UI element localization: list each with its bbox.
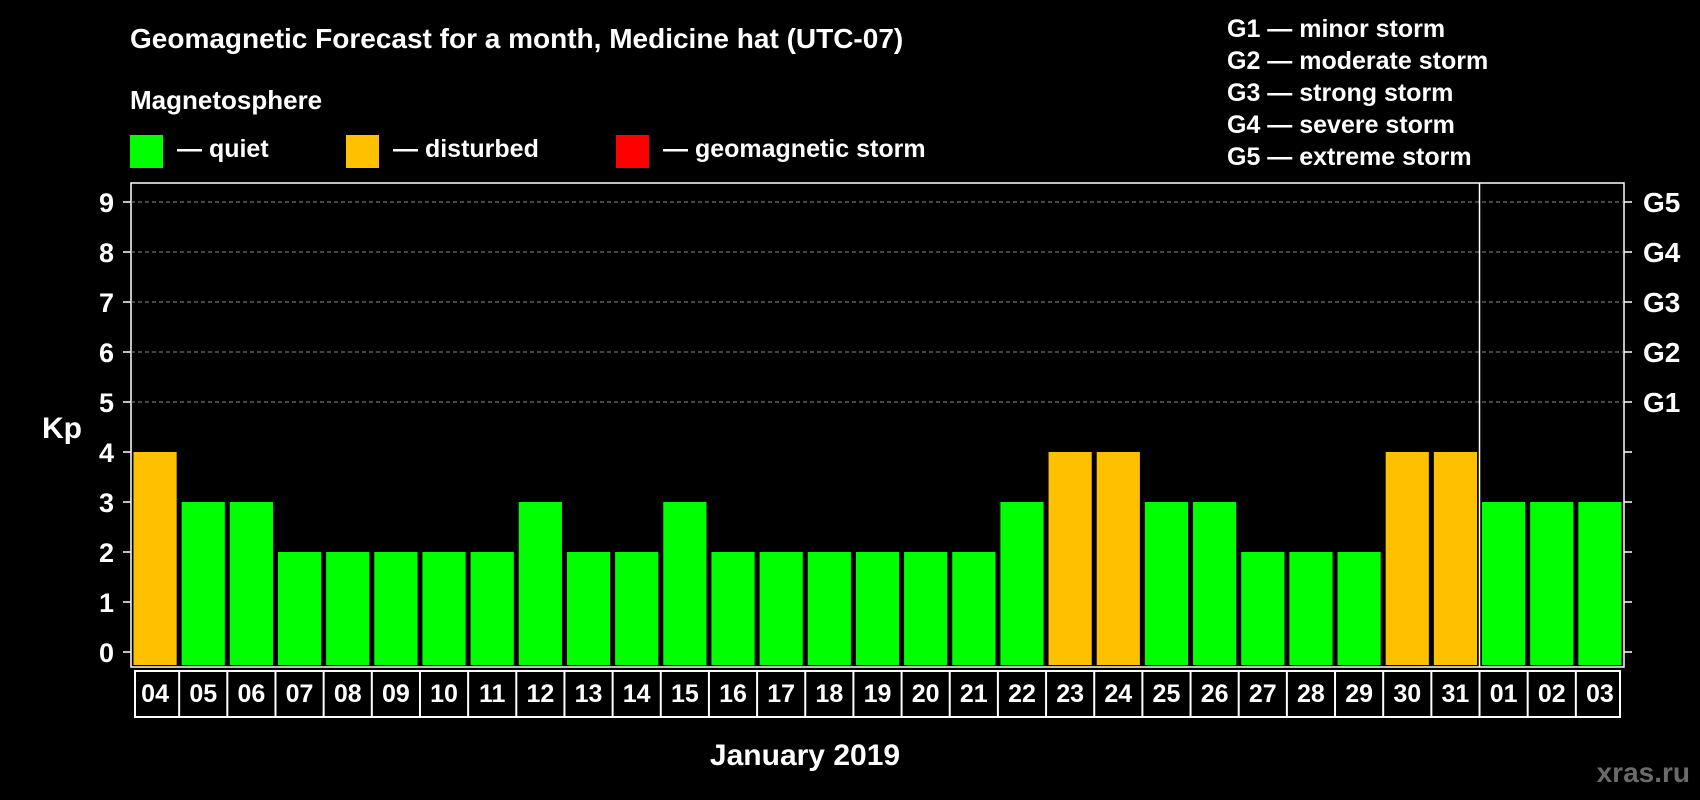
x-tick-label: 13 (575, 680, 603, 708)
bar-2 (181, 502, 225, 665)
x-tick-label: 24 (1104, 680, 1132, 708)
legend-swatch-storm (616, 135, 649, 168)
bar-15 (807, 552, 851, 665)
y-tick-label-5: 5 (99, 388, 114, 418)
x-tick-label: 10 (430, 680, 458, 708)
plot-frame (130, 182, 1625, 668)
g-scale-g5: G5 — extreme storm (1227, 143, 1472, 171)
x-tick-label: 11 (479, 680, 506, 708)
g-scale-g2: G2 — moderate storm (1227, 47, 1488, 75)
x-tick-label: 17 (767, 680, 795, 708)
g-scale-g3: G3 — strong storm (1227, 79, 1453, 107)
x-tick-label: 03 (1586, 680, 1614, 708)
x-tick-label: 26 (1201, 680, 1229, 708)
x-tick-label: 21 (960, 680, 988, 708)
g-scale-g1: G1 — minor storm (1227, 15, 1445, 43)
y-tick-label-7: 7 (99, 288, 114, 318)
x-tick-label: 18 (815, 680, 843, 708)
bar-31 (1578, 502, 1622, 665)
g-scale-legend: G1 — minor storm G2 — moderate storm G3 … (1227, 15, 1488, 171)
chart-title: Geomagnetic Forecast for a month, Medici… (130, 23, 903, 54)
y-tick-label-0: 0 (99, 638, 114, 668)
chart-subtitle: Magnetosphere (130, 85, 322, 115)
x-tick-label: 12 (526, 680, 554, 708)
x-tick-label: 20 (912, 680, 940, 708)
x-tick-label: 14 (623, 680, 651, 708)
bar-5 (326, 552, 370, 665)
bar-28 (1433, 452, 1478, 665)
x-tick-label: 27 (1249, 680, 1277, 708)
bar-11 (615, 552, 659, 665)
x-tick-label: 15 (671, 680, 699, 708)
bar-23 (1193, 502, 1237, 665)
x-axis-label: January 2019 (710, 739, 900, 772)
bar-25 (1289, 552, 1333, 665)
legend-label-disturbed: — disturbed (393, 135, 539, 163)
x-tick-label: 09 (382, 680, 410, 708)
y-tick-label-3: 3 (99, 488, 114, 518)
g-level-label-G5: G5 (1643, 187, 1680, 218)
y-axis-label: Kp (42, 412, 82, 445)
x-label-frame (134, 670, 1621, 718)
y-tick-label-4: 4 (99, 438, 114, 468)
legend-swatch-quiet (130, 135, 163, 168)
x-tick-label: 04 (141, 680, 169, 708)
x-tick-label: 19 (864, 680, 892, 708)
x-tick-label: 05 (189, 680, 217, 708)
bar-12 (663, 502, 707, 665)
bar-16 (855, 552, 900, 665)
y-tick-label-9: 9 (99, 188, 114, 218)
bar-14 (759, 552, 803, 665)
g-level-label-G3: G3 (1643, 287, 1680, 318)
x-tick-label: 25 (1153, 680, 1181, 708)
x-tick-label: 01 (1490, 680, 1518, 708)
x-tick-label: 31 (1442, 680, 1470, 708)
bar-21 (1096, 452, 1140, 665)
y-tick-label-2: 2 (99, 538, 114, 568)
g-level-label-G1: G1 (1643, 387, 1680, 418)
legend-label-quiet: — quiet (177, 135, 269, 163)
bar-1 (133, 452, 177, 665)
bar-8 (470, 552, 514, 665)
watermark: xras.ru (1597, 757, 1690, 788)
x-tick-label: 16 (719, 680, 747, 708)
x-tick-label: 28 (1297, 680, 1325, 708)
g-level-label-G2: G2 (1643, 337, 1680, 368)
legend-swatch-disturbed (346, 135, 379, 168)
x-tick-label: 23 (1056, 680, 1084, 708)
bar-17 (904, 552, 948, 665)
g-scale-g4: G4 — severe storm (1227, 111, 1455, 139)
bar-4 (277, 552, 322, 665)
x-tick-label: 22 (1008, 680, 1036, 708)
bar-13 (711, 552, 755, 665)
bar-26 (1337, 552, 1381, 665)
bar-3 (229, 502, 273, 665)
x-tick-label: 29 (1345, 680, 1373, 708)
x-tick-label: 30 (1393, 680, 1421, 708)
bar-22 (1144, 502, 1189, 665)
x-tick-label: 02 (1538, 680, 1566, 708)
bar-6 (374, 552, 418, 665)
bar-7 (422, 552, 466, 665)
bar-18 (952, 552, 996, 665)
bar-10 (566, 552, 611, 665)
x-tick-label: 07 (286, 680, 314, 708)
bar-29 (1482, 502, 1526, 665)
bar-24 (1241, 552, 1285, 665)
bar-9 (518, 502, 562, 665)
bar-27 (1385, 452, 1429, 665)
y-tick-label-6: 6 (99, 338, 114, 368)
legend: — quiet — disturbed — geomagnetic storm (130, 135, 926, 168)
bar-20 (1048, 452, 1092, 665)
y-tick-label-1: 1 (99, 588, 114, 618)
g-level-label-G4: G4 (1643, 237, 1681, 268)
x-tick-label: 06 (237, 680, 265, 708)
x-tick-label: 08 (334, 680, 362, 708)
bar-19 (1000, 502, 1044, 665)
y-tick-label-8: 8 (99, 238, 114, 268)
legend-label-storm: — geomagnetic storm (663, 135, 926, 163)
bar-30 (1530, 502, 1574, 665)
